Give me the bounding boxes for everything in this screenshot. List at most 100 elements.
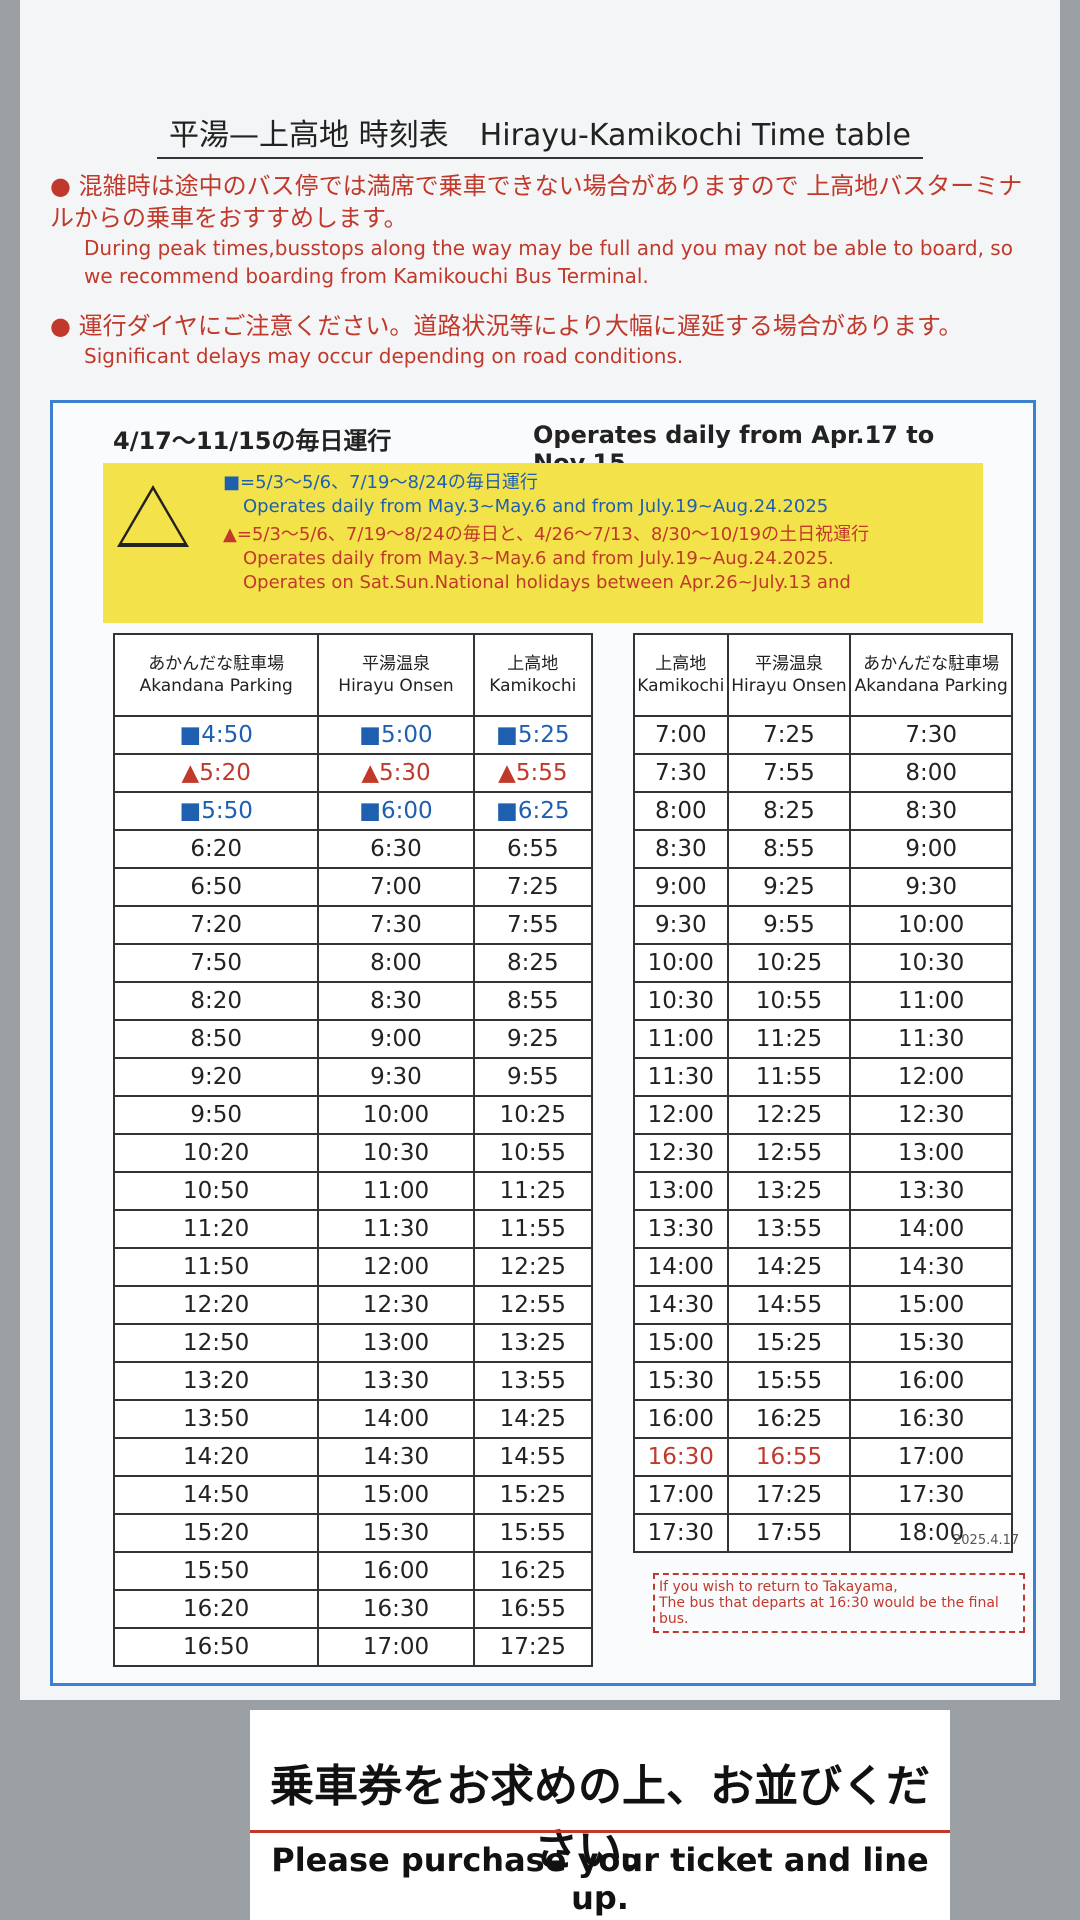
schedule-box: 4/17〜11/15の毎日運行 Operates daily from Apr.… (50, 400, 1036, 1686)
time-cell: 15:25 (726, 1323, 852, 1363)
time-cell: ▲5:30 (317, 753, 475, 793)
time-cell: 16:00 (317, 1551, 475, 1591)
time-row: 9:00 9:25 9:30 (633, 867, 1013, 907)
time-cell: 9:55 (472, 1057, 594, 1097)
time-row: 16:00 16:25 16:30 (633, 1399, 1013, 1439)
time-cell: 6:55 (472, 829, 594, 869)
time-cell: ▲5:20 (112, 753, 320, 793)
column-header: 平湯温泉 Hirayu Onsen (726, 633, 852, 717)
time-cell: 7:20 (112, 905, 320, 945)
time-cell: 12:00 (633, 1095, 729, 1135)
time-row: 12:50 13:00 13:25 (112, 1323, 594, 1363)
header-en: Hirayu Onsen (731, 676, 847, 696)
time-cell: 11:55 (726, 1057, 852, 1097)
timetable: あかんだな駐車場 Akandana Parking 平湯温泉 Hirayu Onsen… (112, 633, 594, 1667)
time-cell: 6:30 (317, 829, 475, 869)
time-row: 10:20 10:30 10:55 (112, 1133, 594, 1173)
time-cell: 14:00 (633, 1247, 729, 1287)
time-cell: 9:55 (726, 905, 852, 945)
time-cell: 16:25 (726, 1399, 852, 1439)
time-row: 15:50 16:00 16:25 (112, 1551, 594, 1591)
time-cell: 13:55 (472, 1361, 594, 1401)
time-cell: 10:55 (726, 981, 852, 1021)
time-row: 13:50 14:00 14:25 (112, 1399, 594, 1439)
time-cell: 11:00 (317, 1171, 475, 1211)
time-row: 14:20 14:30 14:55 (112, 1437, 594, 1477)
time-row: 12:30 12:55 13:00 (633, 1133, 1013, 1173)
time-cell: 15:00 (633, 1323, 729, 1363)
time-row: ▲5:20 ▲5:30 ▲5:55 (112, 753, 594, 793)
legend-en: Operates daily from May.3~May.6 and from… (243, 548, 834, 569)
time-cell: 11:20 (112, 1209, 320, 1249)
time-cell: 16:55 (726, 1437, 852, 1477)
time-cell: 15:00 (317, 1475, 475, 1515)
time-row: 16:30 16:55 17:00 (633, 1437, 1013, 1477)
header-ja: 平湯温泉 (754, 654, 823, 674)
timetable: 上高地 Kamikochi 平湯温泉 Hirayu Onsen あかんだな駐車場 Akan… (633, 633, 1013, 1553)
time-cell: 11:55 (472, 1209, 594, 1249)
time-row: 15:30 15:55 16:00 (633, 1361, 1013, 1401)
legend-en: Operates on Sat.Sun.National holidays be… (243, 572, 851, 593)
time-row: 10:30 10:55 11:00 (633, 981, 1013, 1021)
time-cell: 12:25 (472, 1247, 594, 1287)
time-cell: 12:30 (317, 1285, 475, 1325)
time-cell: 9:30 (633, 905, 729, 945)
time-cell: 16:30 (633, 1437, 729, 1477)
notice-text: 混雑時は途中のバス停では満席で乗車できない場合がありますので 上高地バスターミナ… (50, 172, 1023, 232)
time-row: 8:50 9:00 9:25 (112, 1019, 594, 1059)
time-cell: 11:50 (112, 1247, 320, 1287)
notice-ja: ● 運行ダイヤにご注意ください。道路状況等により大幅に遅延する場合があります。 (50, 312, 963, 340)
time-row: ■5:50 ■6:00 ■6:25 (112, 791, 594, 831)
time-row: 11:50 12:00 12:25 (112, 1247, 594, 1287)
time-cell: 14:25 (472, 1399, 594, 1439)
time-cell: 12:55 (726, 1133, 852, 1173)
time-cell: 6:20 (112, 829, 320, 869)
date: 2025.4.17 (953, 1533, 1020, 1548)
header-ja: あかんだな駐車場 (148, 654, 285, 674)
time-cell: 11:30 (317, 1209, 475, 1249)
column-header: あかんだな駐車場 Akandana Parking (849, 633, 1013, 717)
time-cell: 10:20 (112, 1133, 320, 1173)
time-row: 8:20 8:30 8:55 (112, 981, 594, 1021)
time-cell: 14:55 (472, 1437, 594, 1477)
time-cell: 15:50 (112, 1551, 320, 1591)
time-cell: 8:55 (726, 829, 852, 869)
time-row: 17:00 17:25 17:30 (633, 1475, 1013, 1515)
time-cell: 9:25 (472, 1019, 594, 1059)
sign: 乗車券をお求めの上、お並びください。 Please purchase your … (250, 1710, 950, 1920)
header-ja: あかんだな駐車場 (863, 654, 1000, 674)
time-row: 12:00 12:25 12:30 (633, 1095, 1013, 1135)
time-cell: 8:30 (849, 791, 1013, 831)
time-cell: 12:25 (726, 1095, 852, 1135)
time-row: 16:20 16:30 16:55 (112, 1589, 594, 1629)
time-row: 7:00 7:25 7:30 (633, 715, 1013, 755)
title-ja: 平湯—上高地 時刻表 (163, 118, 455, 159)
time-row: 7:50 8:00 8:25 (112, 943, 594, 983)
time-cell: 15:30 (849, 1323, 1013, 1363)
time-cell: 8:25 (472, 943, 594, 983)
time-cell: 15:55 (726, 1361, 852, 1401)
header-en: Kamikochi (489, 676, 577, 696)
time-cell: 10:30 (849, 943, 1013, 983)
time-row: ■4:50 ■5:00 ■5:25 (112, 715, 594, 755)
time-cell: 9:25 (726, 867, 852, 907)
time-cell: 9:30 (849, 867, 1013, 907)
time-cell: 7:25 (472, 867, 594, 907)
time-cell: 7:30 (317, 905, 475, 945)
time-cell: 16:25 (472, 1551, 594, 1591)
header-en: Kamikochi (637, 676, 725, 696)
time-cell: 12:00 (317, 1247, 475, 1287)
header-ja: 平湯温泉 (361, 654, 430, 674)
time-cell: 10:25 (472, 1095, 594, 1135)
time-cell: 9:20 (112, 1057, 320, 1097)
time-cell: 7:30 (849, 715, 1013, 755)
time-cell: 6:50 (112, 867, 320, 907)
time-cell: 9:00 (317, 1019, 475, 1059)
time-cell: 18:00 (849, 1513, 1013, 1553)
time-cell: 13:30 (633, 1209, 729, 1249)
period-ja: 4/17〜11/15の毎日運行 (113, 427, 392, 455)
time-row: 7:20 7:30 7:55 (112, 905, 594, 945)
time-row: 8:00 8:25 8:30 (633, 791, 1013, 831)
time-cell: ■5:25 (472, 715, 594, 755)
time-cell: 10:30 (317, 1133, 475, 1173)
